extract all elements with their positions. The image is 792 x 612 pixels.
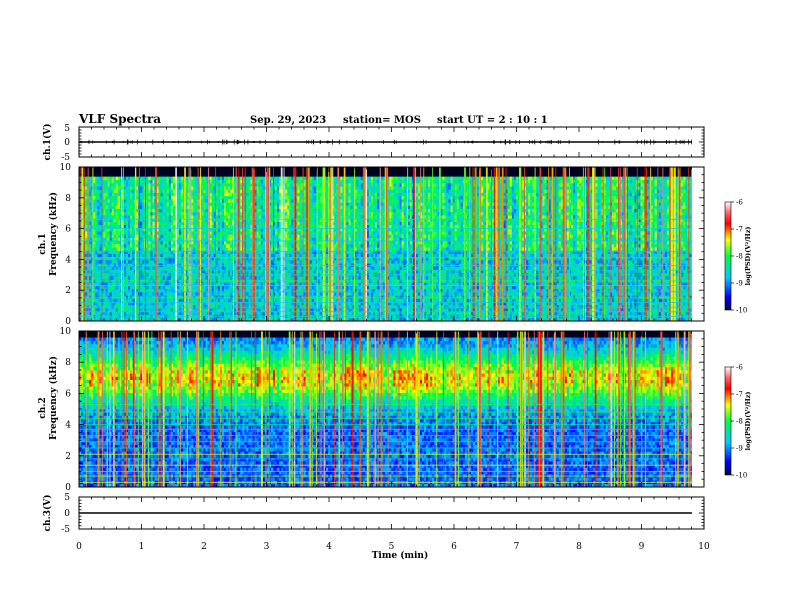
ch2-colorbar: -6 -7 -8 -9 -10 log(PSD)(V²/Hz) — [724, 364, 752, 480]
x-tick-label: 9 — [639, 542, 645, 552]
x-tick-label: 8 — [576, 542, 582, 552]
y-tick-label: 10 — [60, 163, 72, 173]
y-tick-label: 2 — [65, 452, 71, 462]
ch2-spectrogram-panel: 0 2 4 6 8 10 ch.2 Frequency (kHz) — [38, 327, 705, 493]
colorbar-tick-label: -8 — [736, 253, 743, 261]
y-tick-label: 10 — [60, 327, 72, 337]
start-time-label: start UT = 2 : 10 : 1 — [437, 115, 548, 126]
y-tick-label: 0 — [65, 483, 71, 493]
ch2-spectrogram-ylabel-channel: ch.2 — [38, 397, 48, 418]
y-tick-label: 0 — [65, 317, 71, 327]
ch1-waveform-ylabel: ch.1(V) — [42, 124, 53, 161]
ch3-waveform-panel: 5 0 -5 ch.3(V) 0 1 2 3 4 5 6 7 8 9 10 Time (min) — [42, 493, 710, 561]
ch1-colorbar-gradient — [724, 201, 732, 311]
ch1-spectrogram-panel: 0 2 4 6 8 10 ch.1 Frequency (kHz) — [38, 163, 705, 327]
ch3-ytick-neg5: -5 — [61, 525, 70, 535]
x-tick-label: 3 — [264, 542, 270, 552]
ch1-colorbar: -6 -7 -8 -9 -10 log(PSD)(V²/Hz) — [724, 199, 752, 315]
colorbar-tick-label: -9 — [736, 445, 743, 453]
colorbar-tick-label: -10 — [736, 472, 747, 480]
ch1-ytick-5: 5 — [64, 124, 70, 134]
ch1-spectrogram-ylabel-channel: ch.1 — [38, 233, 48, 254]
ch2-spectrogram-ylabel-frequency: Frequency (kHz) — [48, 356, 59, 440]
x-tick-label: 10 — [698, 542, 710, 552]
x-tick-label: 1 — [139, 542, 145, 552]
y-tick-label: 4 — [65, 421, 71, 431]
x-tick-label: 6 — [451, 542, 457, 552]
time-axis-label: Time (min) — [372, 550, 429, 561]
x-tick-label: 7 — [514, 542, 520, 552]
ch2-colorbar-gradient — [724, 366, 732, 476]
ch1-ytick-0: 0 — [64, 138, 70, 148]
y-tick-label: 6 — [65, 389, 71, 399]
colorbar-tick-label: -9 — [736, 280, 743, 288]
date-label: Sep. 29, 2023 — [250, 115, 326, 126]
x-tick-label: 5 — [389, 542, 395, 552]
ch1-ytick-neg5: -5 — [61, 153, 70, 163]
colorbar-tick-label: -8 — [736, 418, 743, 426]
ch1-colorbar-label: log(PSD)(V²/Hz) — [744, 227, 752, 286]
station-label: station= MOS — [343, 115, 421, 126]
x-tick-label: 0 — [76, 542, 82, 552]
ch1-waveform-panel: 5 0 -5 ch.1(V) — [42, 124, 705, 163]
colorbar-tick-label: -10 — [736, 307, 747, 315]
x-tick-label: 2 — [201, 542, 207, 552]
colorbar-tick-label: -7 — [736, 226, 743, 234]
figure-title: VLF Spectra — [78, 112, 161, 126]
y-tick-label: 2 — [65, 286, 71, 296]
ch2-colorbar-label: log(PSD)(V²/Hz) — [744, 392, 752, 451]
ch3-ytick-5: 5 — [64, 493, 70, 503]
ch3-waveform-ylabel: ch.3(V) — [42, 495, 53, 532]
ch1-spectrogram-ylabel-frequency: Frequency (kHz) — [48, 192, 59, 276]
y-tick-label: 4 — [65, 255, 71, 265]
y-tick-label: 8 — [65, 358, 71, 368]
y-tick-label: 6 — [65, 225, 71, 235]
x-tick-label: 4 — [326, 542, 332, 552]
colorbar-tick-label: -6 — [736, 199, 743, 207]
colorbar-tick-label: -6 — [736, 364, 743, 372]
colorbar-tick-label: -7 — [736, 391, 743, 399]
ch3-ytick-0: 0 — [64, 509, 70, 519]
y-tick-label: 8 — [65, 194, 71, 204]
